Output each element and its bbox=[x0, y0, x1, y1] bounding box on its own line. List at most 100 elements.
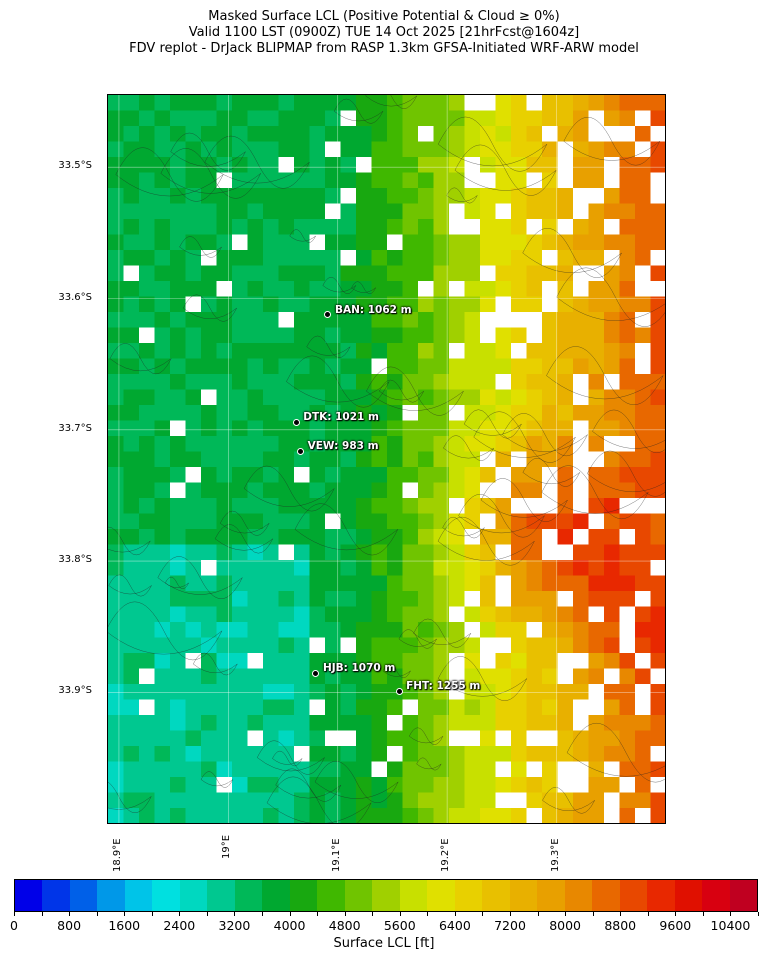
field-cell bbox=[573, 405, 589, 421]
field-cell bbox=[170, 126, 186, 142]
field-cell bbox=[511, 653, 527, 669]
field-cell bbox=[371, 110, 388, 127]
field-cell bbox=[294, 529, 310, 545]
field-cell bbox=[449, 436, 465, 452]
field-cell bbox=[232, 591, 248, 607]
field-cell bbox=[418, 824, 434, 825]
field-cell bbox=[418, 761, 434, 778]
field-cell bbox=[263, 188, 279, 204]
field-cell bbox=[495, 792, 512, 809]
field-cell bbox=[123, 467, 140, 483]
field-cell bbox=[108, 405, 124, 421]
field-cell bbox=[325, 95, 341, 111]
field-cell bbox=[635, 606, 651, 623]
field-cell bbox=[387, 141, 403, 158]
lon-label: 18.9°E bbox=[111, 838, 123, 872]
field-cell bbox=[201, 157, 217, 173]
field-cell bbox=[139, 343, 155, 359]
field-cell bbox=[619, 436, 636, 452]
field-cell bbox=[356, 622, 372, 638]
terrain-contour bbox=[556, 267, 665, 327]
field-cell bbox=[650, 436, 665, 452]
field-cell bbox=[325, 699, 341, 716]
field-cell bbox=[278, 374, 295, 390]
field-cell bbox=[526, 684, 543, 700]
field-cell bbox=[123, 591, 140, 607]
field-cell bbox=[340, 234, 357, 251]
field-cell bbox=[449, 730, 465, 747]
field-cell bbox=[263, 312, 279, 328]
field-cell bbox=[588, 250, 605, 266]
field-cell bbox=[278, 219, 295, 235]
field-cell bbox=[216, 606, 233, 623]
field-cell bbox=[449, 234, 465, 251]
field-cell bbox=[635, 451, 651, 468]
colorbar-tick bbox=[510, 912, 511, 916]
field-cell bbox=[216, 668, 233, 685]
field-cell bbox=[340, 684, 357, 700]
terrain-contour bbox=[382, 663, 411, 679]
field-cell bbox=[185, 110, 202, 127]
field-cell bbox=[263, 420, 279, 437]
field-cell bbox=[371, 420, 388, 437]
field-cell bbox=[108, 606, 124, 623]
field-cell bbox=[216, 157, 233, 173]
field-cell bbox=[325, 203, 341, 220]
field-cell bbox=[108, 761, 124, 778]
field-cell bbox=[557, 637, 574, 654]
field-cell bbox=[216, 95, 233, 111]
field-cell bbox=[185, 668, 202, 685]
field-cell bbox=[387, 296, 403, 313]
field-cell bbox=[154, 606, 171, 623]
colorbar-bin bbox=[729, 880, 758, 911]
field-cell bbox=[433, 808, 450, 823]
field-cell bbox=[356, 606, 372, 623]
field-cell bbox=[650, 358, 665, 375]
field-cell bbox=[526, 668, 543, 685]
colorbar-label: Surface LCL [ft] bbox=[333, 936, 435, 951]
field-cell bbox=[650, 405, 665, 421]
field-cell bbox=[278, 653, 295, 669]
field-cell bbox=[340, 808, 357, 823]
field-cell bbox=[201, 684, 217, 700]
field-cell bbox=[402, 513, 419, 530]
field-cell bbox=[526, 792, 543, 809]
field-cell bbox=[263, 637, 279, 654]
field-cell bbox=[604, 637, 620, 654]
field-cell bbox=[650, 792, 665, 809]
field-cell bbox=[449, 529, 465, 545]
field-cell bbox=[619, 281, 636, 297]
field-cell bbox=[232, 281, 248, 297]
field-cell bbox=[511, 498, 527, 514]
field-cell bbox=[480, 513, 496, 530]
field-cell bbox=[309, 746, 326, 762]
terrain-contour bbox=[522, 457, 581, 487]
field-cell bbox=[480, 327, 496, 344]
field-cell bbox=[325, 591, 341, 607]
field-cell bbox=[247, 250, 264, 266]
field-cell bbox=[588, 219, 605, 235]
field-cell bbox=[449, 358, 465, 375]
field-cell bbox=[604, 358, 620, 375]
field-cell bbox=[154, 684, 171, 700]
field-cell bbox=[325, 529, 341, 545]
field-cell bbox=[464, 436, 481, 452]
field-cell bbox=[263, 808, 279, 823]
colorbar-tick bbox=[565, 912, 567, 916]
field-cell bbox=[619, 312, 636, 328]
field-cell bbox=[123, 808, 140, 823]
field-cell bbox=[371, 792, 388, 809]
terrain-contour bbox=[437, 516, 535, 566]
colorbar-tick bbox=[96, 912, 98, 916]
field-cell bbox=[433, 188, 450, 204]
field-cell bbox=[201, 343, 217, 359]
field-cell bbox=[402, 575, 419, 592]
field-cell bbox=[604, 513, 620, 530]
field-cell bbox=[278, 95, 295, 111]
terrain-contour bbox=[365, 95, 418, 109]
field-cell bbox=[573, 575, 589, 592]
terrain-contour bbox=[443, 435, 494, 461]
field-cell bbox=[402, 482, 419, 499]
field-cell bbox=[619, 250, 636, 266]
field-cell bbox=[480, 265, 496, 282]
